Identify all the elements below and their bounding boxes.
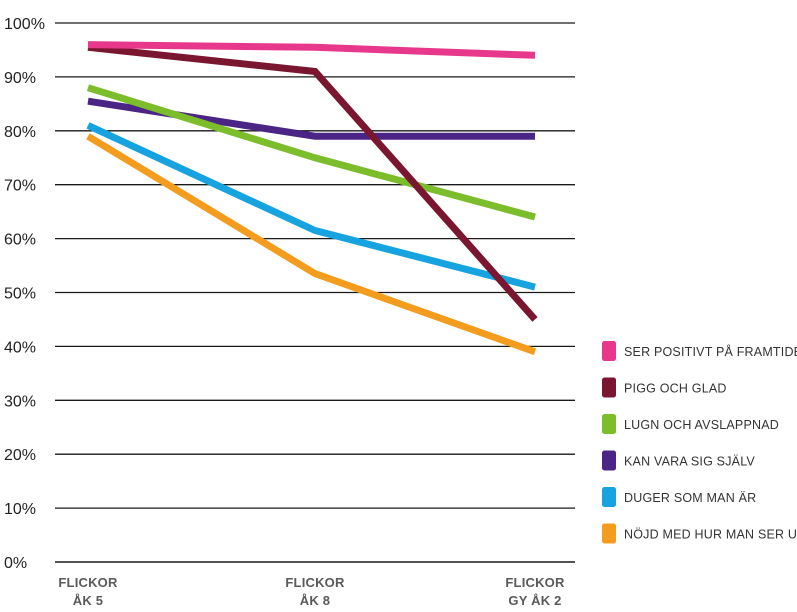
series-line: [86, 122, 536, 291]
series-line: [86, 84, 536, 221]
legend-item: PIGG OCH GLAD: [602, 377, 727, 398]
series-line: [87, 41, 536, 59]
x-tick-label-line: FLICKOR: [505, 575, 565, 590]
legend-swatch: [602, 341, 616, 361]
y-tick-label: 70%: [4, 178, 36, 195]
legend-item: DUGER SOM MAN ÄR: [602, 487, 756, 507]
y-tick-label: 90%: [4, 70, 36, 87]
y-tick-label: 80%: [4, 124, 36, 141]
y-tick-label: 10%: [4, 501, 36, 518]
legend: SER POSITIVT PÅ FRAMTIDEN PIGG OCH GLAD LU…: [602, 341, 797, 544]
y-tick-label: 60%: [4, 232, 36, 249]
y-tick-label: 0%: [4, 555, 27, 572]
x-tick-label-line: FLICKOR: [58, 575, 118, 590]
x-tick-label: FLICKOR ÅK 8: [285, 575, 345, 608]
y-axis-ticks: 0% 10% 20% 30% 40% 50% 60% 70% 80% 90% 100%: [4, 16, 45, 572]
legend-label: NÖJD MED HUR MAN SER UT: [624, 528, 797, 542]
legend-item: NÖJD MED HUR MAN SER UT: [602, 523, 797, 544]
y-tick-label: 50%: [4, 286, 36, 303]
legend-swatch: [602, 377, 616, 398]
x-tick-label-line: ÅK 8: [300, 593, 330, 608]
series-line: [87, 43, 538, 322]
x-tick-label: FLICKOR GY ÅK 2: [505, 575, 565, 608]
legend-item: KAN VARA SIG SJÄLV: [602, 450, 755, 471]
legend-swatch: [602, 523, 616, 544]
y-tick-label: 30%: [4, 393, 36, 410]
x-tick-label-line: GY ÅK 2: [508, 593, 561, 608]
y-tick-label: 40%: [4, 339, 36, 356]
legend-item: SER POSITIVT PÅ FRAMTIDEN: [602, 341, 797, 361]
legend-label: PIGG OCH GLAD: [624, 382, 727, 396]
legend-swatch: [602, 414, 616, 434]
legend-label: SER POSITIVT PÅ FRAMTIDEN: [624, 344, 797, 359]
legend-label: KAN VARA SIG SJÄLV: [624, 455, 755, 469]
series-lines: [86, 41, 538, 356]
legend-item: LUGN OCH AVSLAPPNAD: [602, 414, 779, 434]
legend-label: LUGN OCH AVSLAPPNAD: [624, 418, 779, 432]
y-tick-label: 100%: [4, 16, 45, 33]
x-axis-ticks: FLICKOR ÅK 5 FLICKOR ÅK 8 FLICKOR GY ÅK 2: [58, 575, 565, 608]
y-tick-label: 20%: [4, 447, 36, 464]
x-tick-label-line: ÅK 5: [73, 593, 103, 608]
legend-label: DUGER SOM MAN ÄR: [624, 491, 756, 505]
x-tick-label: FLICKOR ÅK 5: [58, 575, 118, 608]
legend-swatch: [602, 487, 616, 507]
x-tick-label-line: FLICKOR: [285, 575, 345, 590]
series-line: [86, 133, 537, 356]
gridlines: [55, 22, 575, 563]
legend-swatch: [602, 450, 616, 471]
